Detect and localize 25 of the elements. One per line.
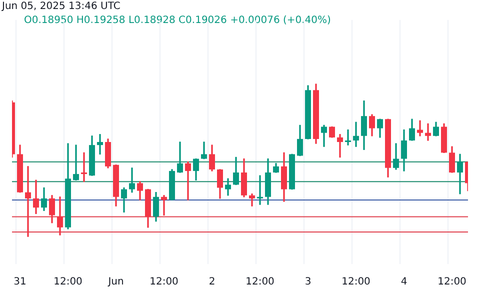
candlestick — [73, 144, 79, 180]
x-tick-label: 12:00 — [54, 276, 82, 288]
candlestick — [345, 129, 351, 146]
chart-subtitle: O0.18950 H0.19258 L0.18928 C0.19026 +0.00076 (+0.40%) — [24, 15, 331, 26]
x-tick-label: Jun — [107, 276, 124, 288]
candlestick — [161, 195, 167, 216]
x-tick-label: 12:00 — [438, 276, 466, 288]
x-tick-label: 4 — [400, 276, 408, 288]
candlestick — [257, 175, 263, 205]
candlestick — [25, 166, 31, 237]
x-tick-label: 2 — [208, 276, 216, 288]
x-tick-label: 12:00 — [246, 276, 274, 288]
candlestick — [425, 123, 431, 141]
candlestick — [97, 134, 103, 155]
candlestick — [353, 122, 359, 147]
x-tick-label: 12:00 — [150, 276, 178, 288]
x-tick-label: 12:00 — [342, 276, 370, 288]
candlestick — [417, 120, 423, 136]
candlestick — [249, 194, 255, 206]
candlestick — [337, 134, 343, 158]
x-tick-label: 31 — [14, 276, 26, 288]
chart-title: Jun 05, 2025 13:46 UTC — [2, 1, 120, 12]
candlestick — [81, 152, 87, 182]
candlestick — [185, 161, 191, 200]
x-tick-label: 3 — [304, 276, 312, 288]
